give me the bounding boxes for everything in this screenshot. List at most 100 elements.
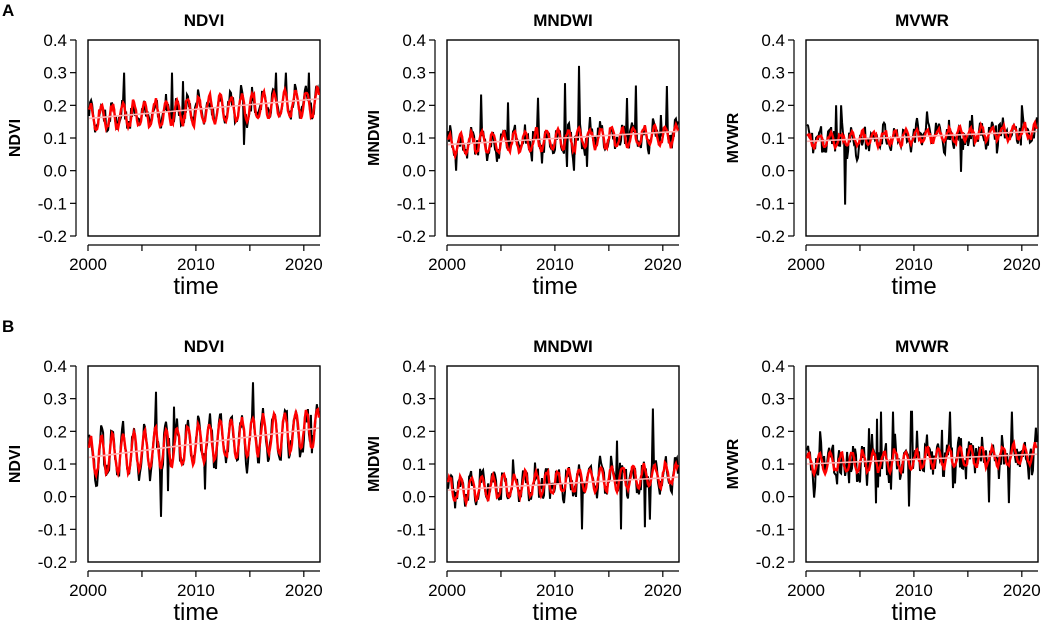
x-axis-label: time <box>532 273 577 300</box>
y-tick-label: 0.2 <box>761 96 785 115</box>
y-tick-label: 0.0 <box>43 488 67 507</box>
chart-panel: -0.2 -0.1 0.0 0.1 0.2 0.3 0.4 2000 2010 2020 <box>756 357 1041 600</box>
x-tick-label: 2020 <box>1003 255 1041 274</box>
x-tick-label: 2000 <box>787 581 825 600</box>
y-tick-label: 0.2 <box>402 96 426 115</box>
fitted-series-line <box>87 84 321 133</box>
observed-series-line <box>447 65 679 171</box>
y-tick-label: 0.4 <box>43 357 67 376</box>
x-tick-label: 2000 <box>428 255 466 274</box>
plot-frame <box>805 365 1039 563</box>
y-tick-label: 0.4 <box>402 357 426 376</box>
y-tick-label: 0.2 <box>402 422 426 441</box>
chart-title: NDVI <box>184 11 225 30</box>
y-tick-label: 0.3 <box>43 64 67 83</box>
x-tick-label: 2010 <box>895 255 933 274</box>
trend-line <box>807 130 1037 143</box>
x-tick-label: 2010 <box>895 581 933 600</box>
x-axis-label: time <box>532 599 577 626</box>
fitted-series-line <box>805 439 1038 478</box>
y-tick-label: -0.2 <box>397 553 426 572</box>
y-tick-label: 0.4 <box>43 31 67 50</box>
chart-title: MNDWI <box>533 11 592 30</box>
x-axis-label: time <box>891 599 936 626</box>
y-tick-label: -0.1 <box>397 194 426 213</box>
x-tick-label: 2010 <box>177 581 215 600</box>
x-axis-label: time <box>173 599 218 626</box>
y-tick-label: 0.3 <box>43 390 67 409</box>
chart-title: MVWR <box>895 11 949 30</box>
y-tick-label: -0.1 <box>38 194 67 213</box>
x-tick-label: 2020 <box>1003 581 1041 600</box>
y-tick-label: 0.1 <box>43 129 67 148</box>
x-tick-label: 2000 <box>428 581 466 600</box>
x-tick-label: 2020 <box>644 255 682 274</box>
x-tick-label: 2000 <box>69 581 107 600</box>
fitted-series-line <box>446 459 680 508</box>
y-tick-label: 0.1 <box>402 129 426 148</box>
y-tick-label: 0.4 <box>761 31 785 50</box>
trend-line <box>807 453 1037 465</box>
x-tick-label: 2020 <box>285 255 323 274</box>
chart-panel: -0.2 -0.1 0.0 0.1 0.2 0.3 0.4 2000 2010 2020 <box>397 357 682 600</box>
chart-panel: -0.2 -0.1 0.0 0.1 0.2 0.3 0.4 2000 2010 2020 <box>38 31 323 274</box>
observed-series-line <box>806 105 1038 205</box>
x-tick-label: 2010 <box>536 255 574 274</box>
chart-panel: -0.2 -0.1 0.0 0.1 0.2 0.3 0.4 2000 2010 2020 <box>38 357 323 600</box>
x-tick-label: 2010 <box>536 581 574 600</box>
plot-frame <box>87 39 321 237</box>
x-tick-label: 2000 <box>69 255 107 274</box>
chart-title: NDVI <box>184 337 225 356</box>
y-tick-label: 0.0 <box>43 162 67 181</box>
y-tick-label: -0.2 <box>756 227 785 246</box>
y-tick-label: -0.2 <box>397 227 426 246</box>
y-tick-label: 0.2 <box>761 422 785 441</box>
panel-letter-a: A <box>2 1 14 20</box>
y-axis-label: MNDWI <box>366 436 383 492</box>
fitted-series-line <box>806 119 1039 152</box>
x-axis-label: time <box>891 273 936 300</box>
x-axis-label: time <box>173 273 218 300</box>
trend-line <box>88 427 320 459</box>
observed-series-line <box>88 382 320 517</box>
x-tick-label: 2020 <box>285 581 323 600</box>
y-tick-label: -0.1 <box>756 194 785 213</box>
y-tick-label: 0.1 <box>43 455 67 474</box>
y-tick-label: 0.1 <box>402 455 426 474</box>
y-tick-label: -0.2 <box>756 553 785 572</box>
y-tick-label: -0.1 <box>397 520 426 539</box>
fitted-series-line <box>446 120 680 161</box>
y-axis-label: NDVI <box>7 445 24 483</box>
y-tick-label: 0.0 <box>402 488 426 507</box>
y-tick-label: 0.0 <box>761 488 785 507</box>
plot-frame <box>87 365 321 563</box>
y-tick-label: -0.2 <box>38 553 67 572</box>
y-tick-label: 0.4 <box>402 31 426 50</box>
y-tick-label: 0.3 <box>761 64 785 83</box>
y-tick-label: -0.1 <box>756 520 785 539</box>
y-tick-label: 0.4 <box>761 357 785 376</box>
y-tick-label: 0.1 <box>761 129 785 148</box>
trend-line <box>89 98 319 120</box>
y-tick-label: 0.0 <box>402 162 426 181</box>
trend-line <box>448 130 678 146</box>
x-tick-label: 2020 <box>644 581 682 600</box>
trend-line <box>448 476 678 491</box>
chart-title: MVWR <box>895 337 949 356</box>
y-axis-label: MNDWI <box>366 110 383 166</box>
chart-panel: -0.2 -0.1 0.0 0.1 0.2 0.3 0.4 2000 2010 2020 <box>756 31 1041 274</box>
y-tick-label: 0.3 <box>402 64 426 83</box>
y-tick-label: 0.2 <box>43 422 67 441</box>
plot-frame <box>805 39 1039 237</box>
plot-frame <box>446 39 680 237</box>
y-axis-label: NDVI <box>7 119 24 157</box>
y-tick-label: -0.1 <box>38 520 67 539</box>
y-tick-label: 0.2 <box>43 96 67 115</box>
x-tick-label: 2000 <box>787 255 825 274</box>
fitted-series-line <box>87 407 321 481</box>
y-tick-label: 0.3 <box>402 390 426 409</box>
y-tick-label: -0.2 <box>38 227 67 246</box>
y-axis-label: MVWR <box>725 438 742 489</box>
